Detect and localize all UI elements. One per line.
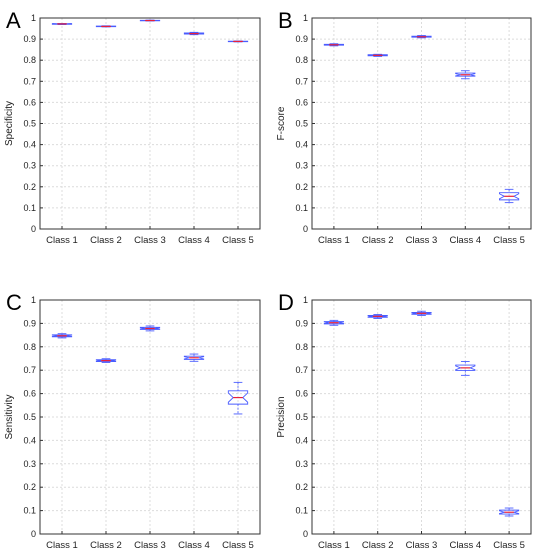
chart-panel-c: 0 0.1 0.2 0.3 0.4 0.5 0.6 0.7 0.8 0.9 1 Class 1 Clas… [4,290,260,550]
chart-panel-b: 0 0.1 0.2 0.3 0.4 0.5 0.6 0.7 0.8 0.9 1 Class 1 Clas… [276,8,531,246]
chart-panel-d: 0 0.1 0.2 0.3 0.4 0.5 0.6 0.7 0.8 0.9 1 Class 1 Clas… [276,290,531,550]
x-tick-label: Class 5 [222,540,254,550]
y-tick-label: 0.6 [23,389,36,399]
y-tick-label: 0 [303,224,308,234]
y-tick-label: 0.4 [23,435,36,445]
y-tick-label: 0.5 [23,119,36,129]
y-tick-label: 0.1 [295,506,308,516]
y-tick-label: 0 [31,529,36,539]
x-tick-label: Class 2 [90,235,122,246]
x-tick-label: Class 1 [318,235,350,246]
y-axis-label: Specificity [4,101,15,146]
panel-letter: B [278,8,293,33]
y-tick-label: 0.2 [295,182,308,192]
y-tick-label: 0.4 [295,140,308,150]
x-tick-label: Class 2 [90,540,122,550]
y-tick-label: 0.6 [295,97,308,107]
y-tick-label: 0.9 [23,318,36,328]
y-tick-label: 0.7 [295,365,308,375]
y-tick-label: 0.3 [295,459,308,469]
chart-panel-a: 0 0.1 0.2 0.3 0.4 0.5 0.6 0.7 0.8 0.9 1 Class 1 Clas… [4,8,260,246]
y-tick-label: 0.3 [295,161,308,171]
x-tick-label: Class 4 [449,235,481,246]
x-tick-label: Class 2 [362,540,394,550]
y-tick-label: 0.3 [23,161,36,171]
y-tick-label: 0.6 [23,97,36,107]
y-tick-label: 0.2 [23,182,36,192]
y-tick-label: 0.5 [23,412,36,422]
y-tick-label: 0.6 [295,389,308,399]
x-tick-label: Class 1 [46,540,78,550]
y-tick-label: 0.3 [23,459,36,469]
x-tick-label: Class 2 [362,235,394,246]
y-tick-label: 0 [31,224,36,234]
panel-letter: A [6,8,21,33]
y-tick-label: 0.8 [23,55,36,65]
y-tick-label: 0.7 [23,365,36,375]
y-tick-label: 0.7 [295,76,308,86]
y-tick-label: 0.8 [295,55,308,65]
y-tick-label: 0.2 [23,482,36,492]
y-tick-label: 1 [31,13,36,23]
panel-letter: C [6,290,22,315]
x-tick-label: Class 1 [318,540,350,550]
y-tick-label: 1 [303,295,308,305]
x-tick-label: Class 5 [493,540,525,550]
y-tick-label: 0.8 [295,342,308,352]
y-axis-label: F-score [276,106,287,140]
x-tick-label: Class 3 [406,540,438,550]
y-tick-label: 0.9 [295,318,308,328]
y-tick-label: 0.5 [295,412,308,422]
y-axis-label: Sensitivity [4,394,15,439]
y-tick-label: 1 [31,295,36,305]
y-tick-label: 0.7 [23,76,36,86]
y-tick-label: 0.4 [295,435,308,445]
x-tick-label: Class 4 [178,540,210,550]
y-tick-label: 1 [303,13,308,23]
panel-letter: D [278,290,294,315]
y-tick-label: 0.1 [23,506,36,516]
x-tick-label: Class 3 [134,235,166,246]
y-tick-label: 0.2 [295,482,308,492]
y-tick-label: 0.1 [295,203,308,213]
y-tick-label: 0.9 [295,34,308,44]
x-tick-label: Class 1 [46,235,78,246]
y-tick-label: 0 [303,529,308,539]
y-tick-label: 0.8 [23,342,36,352]
x-tick-label: Class 3 [406,235,438,246]
y-tick-label: 0.4 [23,140,36,150]
x-tick-label: Class 5 [493,235,525,246]
y-axis-label: Precision [276,396,287,437]
y-tick-label: 0.5 [295,119,308,129]
x-tick-label: Class 4 [178,235,210,246]
x-tick-label: Class 3 [134,540,166,550]
y-tick-label: 0.9 [23,34,36,44]
x-tick-label: Class 5 [222,235,254,246]
y-tick-label: 0.1 [23,203,36,213]
x-tick-label: Class 4 [449,540,481,550]
